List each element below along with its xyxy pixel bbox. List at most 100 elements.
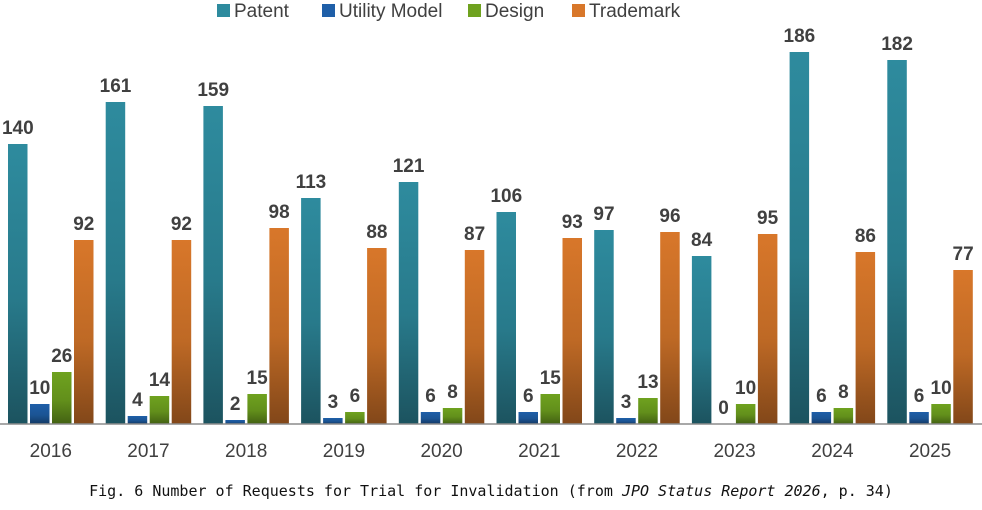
bar-patent-2019 — [301, 198, 321, 424]
bar-design-2022 — [638, 398, 658, 424]
bar-patent-2022 — [594, 230, 614, 424]
value-label-utility-model-2017: 4 — [132, 390, 143, 411]
bar-chart: Patent Utility Model Design Trademark 14010… — [0, 1, 982, 462]
value-label-patent-2020: 121 — [393, 156, 425, 177]
bar-design-2024 — [833, 408, 854, 424]
bar-patent-2024 — [789, 52, 810, 424]
bar-utility-model-2024 — [811, 412, 832, 424]
bar-design-2019 — [345, 412, 365, 424]
bar-trademark-2020 — [464, 250, 485, 424]
value-label-utility-model-2025: 6 — [914, 386, 925, 407]
chart-legend: Patent Utility Model Design Trademark — [217, 1, 681, 22]
bar-design-2023 — [735, 404, 756, 424]
legend-label-trademark: Trademark — [589, 1, 681, 22]
value-label-design-2018: 15 — [247, 368, 269, 389]
value-label-patent-2025: 182 — [881, 34, 913, 55]
bar-trademark-2021 — [562, 238, 582, 424]
caption-suffix: , p. 34) — [820, 482, 893, 500]
bar-patent-2021 — [496, 212, 516, 424]
bar-trademark-2016 — [74, 240, 94, 424]
value-label-utility-model-2018: 2 — [230, 394, 241, 415]
bar-design-2020 — [442, 408, 463, 424]
value-label-design-2020: 8 — [447, 382, 458, 403]
bar-utility-model-2020 — [420, 412, 441, 424]
bar-utility-model-2017 — [127, 416, 148, 424]
value-label-trademark-2023: 95 — [757, 208, 779, 229]
value-label-trademark-2020: 87 — [464, 224, 485, 245]
x-tick-label-2023: 2023 — [713, 441, 755, 462]
legend-swatch-patent — [217, 4, 230, 17]
value-label-patent-2018: 159 — [197, 80, 229, 101]
bar-design-2018 — [247, 394, 267, 424]
bar-patent-2016 — [8, 144, 28, 424]
caption-source: JPO Status Report 2026 — [621, 482, 821, 500]
bar-trademark-2024 — [855, 252, 876, 424]
bar-area — [8, 52, 973, 424]
value-label-design-2022: 13 — [637, 372, 658, 393]
value-label-trademark-2025: 77 — [953, 244, 974, 265]
bar-trademark-2022 — [660, 232, 680, 424]
value-label-trademark-2024: 86 — [855, 226, 876, 247]
legend-label-design: Design — [485, 1, 544, 22]
value-label-design-2016: 26 — [51, 346, 72, 367]
value-label-patent-2021: 106 — [490, 186, 522, 207]
bar-trademark-2018 — [269, 228, 289, 424]
bar-patent-2025 — [887, 60, 907, 424]
caption-prefix: Fig. 6 Number of Requests for Trial for … — [89, 482, 622, 500]
x-tick-label-2021: 2021 — [518, 441, 560, 462]
bar-patent-2023 — [691, 256, 712, 424]
bar-patent-2018 — [203, 106, 223, 424]
x-tick-label-2020: 2020 — [420, 441, 462, 462]
bar-utility-model-2025 — [909, 412, 929, 424]
legend-label-patent: Patent — [234, 1, 290, 22]
value-label-patent-2016: 140 — [2, 118, 34, 139]
bar-utility-model-2019 — [323, 418, 343, 424]
bar-patent-2020 — [398, 182, 419, 424]
value-label-utility-model-2022: 3 — [621, 392, 632, 413]
x-tick-label-2018: 2018 — [225, 441, 267, 462]
bar-utility-model-2016 — [30, 404, 50, 424]
x-tick-label-2022: 2022 — [616, 441, 658, 462]
x-tick-label-2025: 2025 — [909, 441, 951, 462]
value-label-patent-2019: 113 — [296, 172, 327, 193]
legend-swatch-trademark — [572, 4, 585, 17]
bar-design-2021 — [540, 394, 560, 424]
value-label-trademark-2021: 93 — [562, 212, 583, 233]
value-label-patent-2022: 97 — [593, 204, 614, 225]
value-label-design-2023: 10 — [735, 378, 756, 399]
value-label-trademark-2019: 88 — [366, 222, 387, 243]
bar-utility-model-2022 — [616, 418, 636, 424]
x-axis-ticks: 2016 2017 2018 2019 2020 2021 2022 2023 2024 2025 — [30, 441, 952, 462]
value-label-utility-model-2016: 10 — [29, 378, 50, 399]
value-label-trademark-2016: 92 — [73, 214, 94, 235]
x-tick-label-2017: 2017 — [127, 441, 169, 462]
x-tick-label-2024: 2024 — [811, 441, 854, 462]
bar-design-2017 — [149, 396, 170, 424]
value-label-patent-2023: 84 — [691, 230, 713, 251]
x-tick-label-2016: 2016 — [30, 441, 72, 462]
legend-swatch-utility-model — [322, 4, 335, 17]
value-label-design-2024: 8 — [838, 382, 849, 403]
legend-swatch-design — [468, 4, 481, 17]
value-label-patent-2024: 186 — [784, 26, 816, 47]
value-label-utility-model-2021: 6 — [523, 386, 534, 407]
x-tick-label-2019: 2019 — [323, 441, 365, 462]
bar-patent-2017 — [105, 102, 126, 424]
bar-trademark-2025 — [953, 270, 973, 424]
value-label-trademark-2018: 98 — [269, 202, 290, 223]
bar-design-2025 — [931, 404, 951, 424]
bar-trademark-2023 — [757, 234, 778, 424]
value-label-trademark-2022: 96 — [659, 206, 680, 227]
figure-caption: Fig. 6 Number of Requests for Trial for … — [0, 482, 982, 500]
bar-utility-model-2021 — [518, 412, 538, 424]
bar-utility-model-2018 — [225, 420, 245, 424]
value-label-design-2017: 14 — [149, 370, 171, 391]
value-label-utility-model-2019: 3 — [328, 392, 339, 413]
value-label-utility-model-2023: 0 — [718, 398, 729, 419]
value-label-patent-2017: 161 — [100, 76, 132, 97]
bar-design-2016 — [52, 372, 72, 424]
value-label-trademark-2017: 92 — [171, 214, 192, 235]
value-label-utility-model-2020: 6 — [425, 386, 436, 407]
bar-trademark-2019 — [367, 248, 387, 424]
